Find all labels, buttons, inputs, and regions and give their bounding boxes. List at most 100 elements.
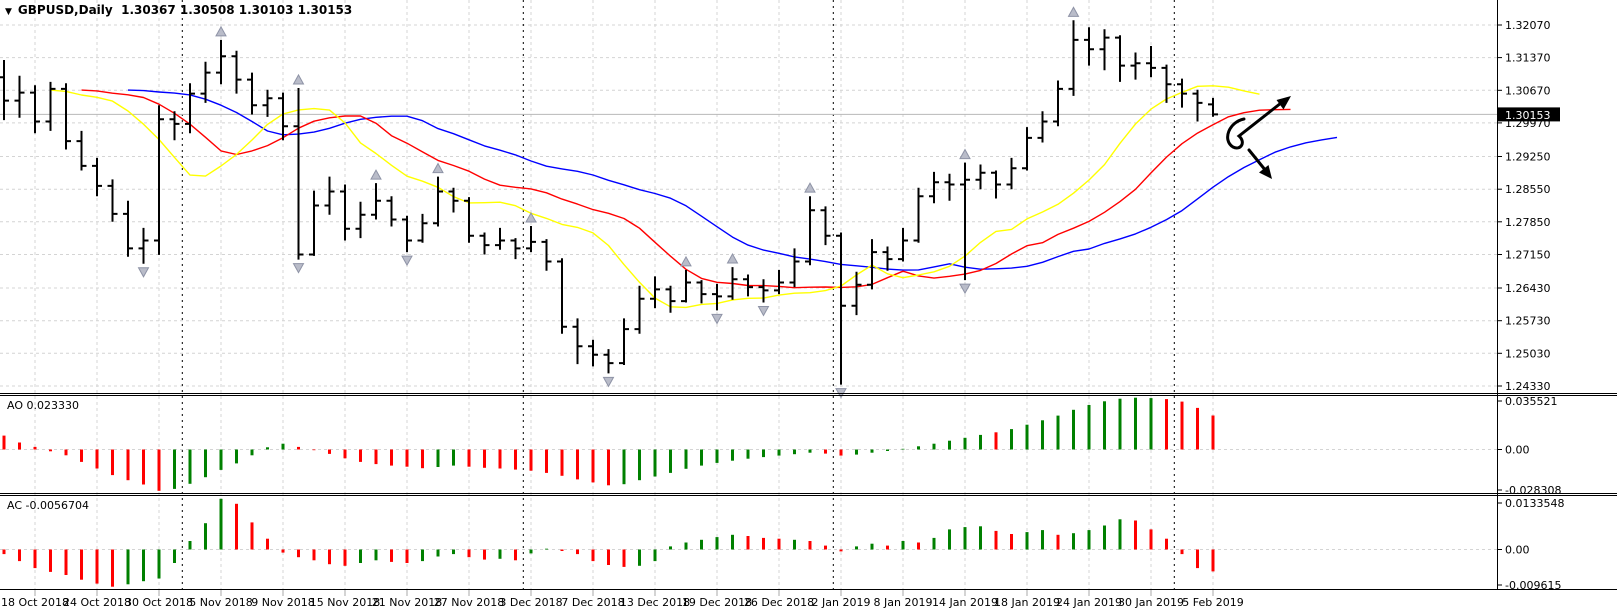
ohlc-bar: [1099, 29, 1110, 71]
indicator-axis-label: 0.00: [1505, 444, 1530, 457]
current-price-badge-label: 1.30153: [1505, 109, 1551, 122]
ohlc-bar: [944, 173, 955, 201]
ohlc-bar: [743, 274, 753, 297]
ohlc-bar: [1006, 157, 1017, 190]
indicator-axis-label: -0.009615: [1505, 579, 1561, 592]
ohlc-bar: [464, 197, 474, 243]
ohlc-bar: [1115, 35, 1125, 82]
date-axis-label: 2 Jan 2019: [812, 596, 871, 609]
ohlc-bar: [216, 39, 226, 85]
ohlc-bar: [758, 279, 769, 303]
date-gridlines: [34, 0, 1214, 596]
date-axis-label: 18 Jan 2019: [994, 596, 1060, 609]
ohlc-bar: [789, 248, 800, 288]
price-axis-label: 1.25730: [1505, 315, 1551, 328]
ohlc-bar: [309, 190, 319, 256]
ac-axis[interactable]: 0.0133548 0.00 -0.009615: [1497, 497, 1565, 592]
fractal-down-icon: [137, 267, 150, 278]
ohlc-bar: [913, 187, 924, 243]
month-separator-lines: [181, 0, 1175, 590]
ohlc-bar: [1068, 20, 1079, 96]
ohlc-bar: [185, 83, 195, 134]
price-gridlines: [0, 24, 1497, 387]
ohlc-bar: [1084, 27, 1094, 66]
ohlc-bar: [681, 269, 691, 303]
fractal-up-icon: [804, 182, 816, 193]
ohlc-bar: [836, 232, 846, 385]
ohlc-bar: [30, 85, 40, 134]
ohlc-bar: [14, 75, 25, 118]
ao-name: AO: [7, 399, 23, 412]
ohlc-bar: [1022, 127, 1032, 171]
alligator-jaw-line[interactable]: [127, 89, 1338, 271]
symbol-dropdown-icon[interactable]: ▼: [5, 7, 12, 17]
indicator-axis-label: -0.028308: [1505, 484, 1561, 497]
ohlc-bar: [92, 157, 102, 197]
ohlc-bar: [169, 111, 180, 141]
ao-value: 0.023330: [26, 399, 80, 412]
ohlc-bar: [448, 187, 459, 213]
ohlc-bar: [340, 184, 350, 241]
ohlc-bar: [619, 318, 629, 365]
fractal-up-icon: [525, 211, 537, 223]
ohlc-bar: [1192, 89, 1203, 122]
price-axis-label: 1.28550: [1505, 183, 1551, 196]
fractal-down-icon: [711, 313, 723, 325]
price-axis-label: 1.30670: [1505, 84, 1551, 97]
ohlc-bar: [1130, 52, 1141, 80]
alligator-lips-line[interactable]: [50, 85, 1260, 309]
trend-arrow-down[interactable]: [1247, 148, 1268, 173]
ohlc-bar: [603, 349, 614, 374]
date-axis-label: 15 Nov 2018: [310, 596, 380, 609]
date-axis-label: 13 Dec 2018: [620, 596, 690, 609]
ohlc-bar: [650, 276, 660, 309]
ohlc-bar: [324, 176, 335, 215]
current-price-badge: [1498, 107, 1560, 122]
price-axis[interactable]: 1.320701.313701.306701.299701.292501.285…: [1497, 19, 1560, 393]
fractal-down-icon: [602, 376, 615, 388]
ohlc-bar: [805, 196, 815, 266]
ao-axis[interactable]: 0.035521 0.00 -0.028308: [1497, 395, 1561, 497]
ohlc-bar: [107, 179, 118, 222]
date-axis-label: 30 Jan 2019: [1118, 596, 1184, 609]
ohlc-bar: [402, 215, 412, 253]
date-axis-label: 24 Oct 2018: [63, 596, 131, 609]
date-axis-label: 24 Jan 2019: [1056, 596, 1122, 609]
ao-histogram: [2, 397, 1215, 491]
ohlc-bar: [247, 72, 257, 115]
ohlc-bar: [123, 200, 133, 257]
ohlc-bar: [588, 339, 598, 367]
fractal-up-icon: [1067, 6, 1080, 17]
trend-annotations[interactable]: [1226, 96, 1291, 179]
ohlc-bar: [634, 285, 645, 334]
ohlc-bar: [572, 318, 583, 365]
ohlc-bar: [293, 88, 304, 260]
fractal-up-icon: [680, 255, 692, 267]
ohlc-bar: [61, 83, 71, 150]
ohlc-bar: [727, 267, 738, 300]
ohlc-bar: [479, 232, 490, 255]
ohlc-bar: [867, 239, 877, 290]
fractal-up-icon: [215, 25, 227, 37]
panel-borders: [0, 0, 1617, 590]
trend-arrow-up[interactable]: [1226, 101, 1283, 150]
date-axis-label: 9 Nov 2018: [251, 596, 314, 609]
price-bars: [0, 20, 1218, 385]
ohlc-bar: [355, 201, 366, 239]
ohlc-bar: [0, 60, 9, 121]
fractal-up-icon: [432, 162, 444, 174]
ohlc-bar: [1208, 97, 1218, 117]
ohlc-bar: [433, 176, 443, 227]
ohlc-bar: [510, 238, 521, 260]
ohlc-bar: [960, 162, 970, 281]
fractal-down-icon: [757, 306, 770, 317]
indicator-axis-label: 0.0133548: [1505, 497, 1565, 510]
date-axis-label: 30 Oct 2018: [125, 596, 193, 609]
price-axis-label: 1.24330: [1505, 380, 1551, 393]
date-axis-label: 5 Nov 2018: [189, 596, 252, 609]
ohlc-bar: [495, 227, 505, 250]
ohlc-bar: [76, 130, 87, 171]
